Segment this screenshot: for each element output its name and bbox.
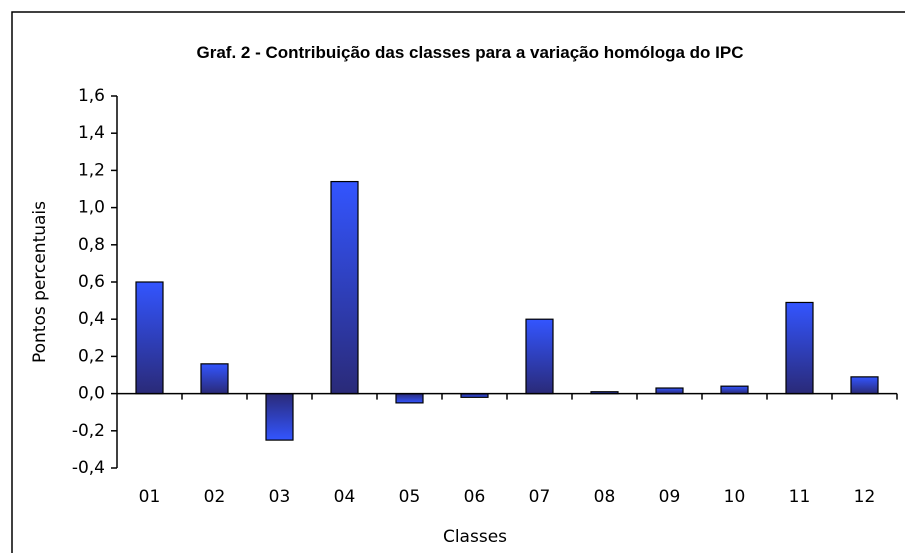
x-tick-label: 06 — [464, 487, 486, 507]
y-tick-label: 0,4 — [78, 309, 105, 329]
bar — [720, 385, 749, 395]
x-tick-label: 01 — [139, 487, 161, 507]
bar — [200, 363, 229, 395]
y-tick-label: 1,0 — [78, 198, 105, 218]
bar — [265, 393, 294, 441]
y-tick-label: 1,6 — [78, 86, 105, 106]
y-tick-label: 1,2 — [78, 160, 105, 180]
y-tick-label: 0,8 — [78, 235, 105, 255]
x-tick-label: 04 — [334, 487, 356, 507]
x-tick-label: 07 — [529, 487, 551, 507]
bar — [655, 387, 684, 395]
x-tick-label: 05 — [399, 487, 421, 507]
x-tick-label: 11 — [789, 487, 811, 507]
y-tick-label: 1,4 — [78, 123, 105, 143]
x-tick-label: 09 — [659, 487, 681, 507]
y-axis-label: Pontos percentuais — [30, 201, 50, 363]
x-tick-label: 12 — [854, 487, 876, 507]
y-tick-label: 0,0 — [78, 384, 105, 404]
bar — [135, 281, 164, 395]
y-tick-label: -0,4 — [72, 458, 105, 478]
y-tick-label: 0,2 — [78, 346, 105, 366]
x-tick-label: 10 — [724, 487, 746, 507]
bar — [395, 393, 424, 404]
y-tick-label: -0,2 — [72, 421, 105, 441]
x-tick-label: 08 — [594, 487, 616, 507]
y-tick-label: 0,6 — [78, 272, 105, 292]
bar — [785, 301, 814, 395]
bar — [850, 376, 879, 395]
bar — [330, 180, 359, 395]
chart-border — [11, 11, 905, 553]
x-tick-label: 02 — [204, 487, 226, 507]
x-axis-label: Classes — [443, 527, 507, 547]
chart-title: Graf. 2 - Contribuição das classes para … — [196, 43, 744, 62]
bar — [525, 318, 554, 395]
x-tick-label: 03 — [269, 487, 291, 507]
